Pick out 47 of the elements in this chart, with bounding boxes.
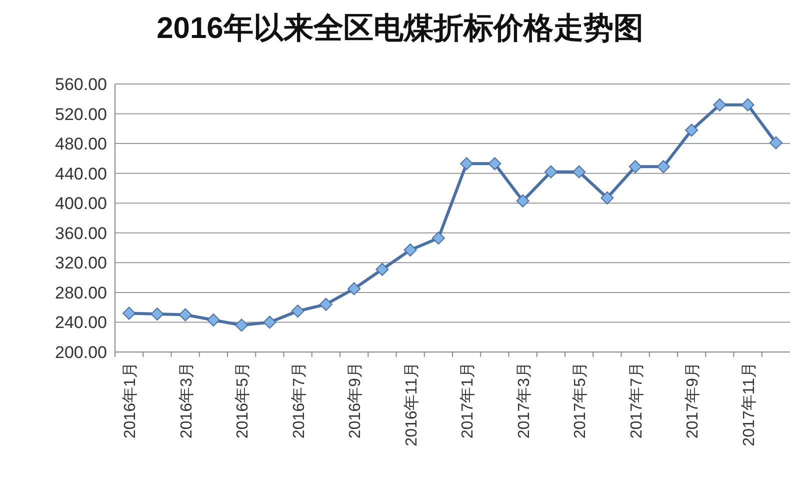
point — [206, 313, 220, 326]
y-tick-label: 200.00 — [55, 343, 107, 362]
point — [122, 306, 136, 320]
point — [572, 165, 586, 178]
point — [319, 298, 332, 311]
point — [516, 194, 530, 208]
point — [600, 191, 614, 204]
point — [741, 98, 754, 112]
point — [178, 308, 192, 322]
point — [432, 232, 445, 245]
point — [544, 165, 558, 178]
y-tick-label: 240.00 — [55, 313, 107, 332]
point — [460, 157, 474, 170]
chart-title: 2016年以来全区电煤折标价格走势图 — [156, 12, 644, 45]
point — [150, 308, 164, 321]
y-tick-label: 360.00 — [55, 224, 107, 243]
y-tick-label: 440.00 — [55, 164, 107, 184]
x-tick-label: 2017年9月 — [684, 362, 702, 438]
x-tick-label: 2016年9月 — [347, 362, 364, 438]
y-tick-label: 400.00 — [55, 194, 107, 214]
point — [376, 262, 389, 276]
y-tick-label: 320.00 — [55, 254, 107, 273]
y-tick-label: 520.00 — [55, 104, 107, 124]
point — [263, 316, 276, 329]
point — [628, 160, 642, 174]
point — [488, 157, 502, 170]
point — [656, 160, 670, 174]
point — [348, 282, 361, 296]
y-tick-label: 480.00 — [55, 134, 107, 154]
x-tick-label: 2016年5月 — [234, 362, 252, 438]
point — [685, 124, 698, 137]
x-tick-label: 2017年7月 — [628, 362, 646, 438]
x-tick-label: 2016年7月 — [290, 362, 308, 438]
point — [291, 304, 304, 318]
point — [235, 318, 248, 332]
point — [404, 244, 417, 257]
point — [713, 98, 726, 112]
x-tick-label: 2016年1月 — [122, 362, 140, 438]
y-tick-label: 560.00 — [55, 75, 107, 94]
y-tick-label: 280.00 — [55, 283, 107, 302]
x-tick-label: 2017年5月 — [572, 362, 590, 438]
x-tick-label: 2017年11月 — [740, 362, 758, 446]
point — [769, 136, 782, 150]
x-tick-label: 2016年11月 — [403, 362, 420, 446]
x-tick-label: 2017年1月 — [460, 362, 477, 438]
x-tick-label: 2016年3月 — [178, 362, 196, 438]
x-tick-label: 2017年3月 — [516, 362, 533, 438]
